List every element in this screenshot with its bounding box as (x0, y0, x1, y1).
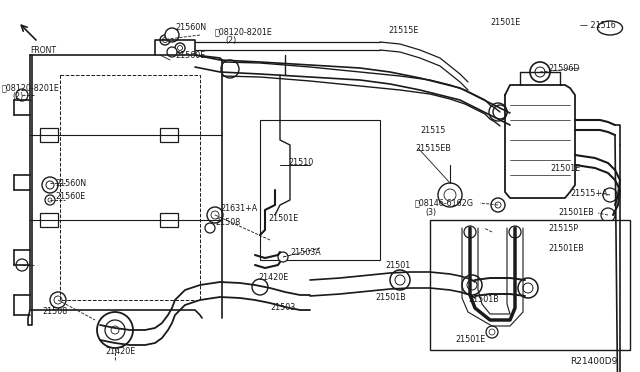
Bar (260, 120, 380, 260)
Text: — 21516: — 21516 (580, 20, 616, 29)
Circle shape (535, 67, 545, 77)
Text: 21560N: 21560N (175, 22, 206, 32)
Circle shape (601, 208, 615, 222)
Text: 21515+A: 21515+A (570, 189, 607, 198)
Circle shape (438, 183, 462, 207)
Text: 21508: 21508 (42, 308, 67, 317)
Text: 21560E: 21560E (55, 192, 85, 201)
Bar (40, 128, 58, 142)
Circle shape (491, 198, 505, 212)
Text: 21501E: 21501E (550, 164, 580, 173)
Circle shape (205, 223, 215, 233)
Text: FRONT: FRONT (30, 45, 56, 55)
Text: 21596D: 21596D (548, 64, 579, 73)
Circle shape (175, 43, 185, 53)
Text: Ⓑ08146-6162G: Ⓑ08146-6162G (415, 199, 474, 208)
Circle shape (523, 283, 533, 293)
Circle shape (489, 329, 495, 335)
Bar (430, 220, 630, 350)
Text: 21515E: 21515E (388, 26, 419, 35)
Circle shape (462, 275, 482, 295)
Text: Ⓑ08120-8201E: Ⓑ08120-8201E (2, 83, 60, 93)
Circle shape (495, 202, 501, 208)
Circle shape (97, 312, 133, 348)
Text: 21501E: 21501E (268, 214, 298, 222)
Circle shape (486, 326, 498, 338)
Text: 21501: 21501 (385, 260, 410, 269)
Text: 21515EB: 21515EB (415, 144, 451, 153)
Circle shape (111, 326, 119, 334)
Text: 21501EB: 21501EB (548, 244, 584, 253)
Text: Ⓑ08120-8201E: Ⓑ08120-8201E (215, 28, 273, 36)
Text: 21560E: 21560E (175, 51, 205, 60)
Text: 21420E: 21420E (258, 273, 288, 282)
Text: 21515: 21515 (420, 125, 445, 135)
Circle shape (160, 35, 170, 45)
Ellipse shape (598, 21, 623, 35)
Circle shape (42, 177, 58, 193)
Text: 21510: 21510 (288, 157, 313, 167)
Circle shape (444, 189, 456, 201)
Text: 21503A: 21503A (290, 247, 321, 257)
Circle shape (165, 28, 179, 42)
Circle shape (603, 188, 617, 202)
Circle shape (16, 259, 28, 271)
Circle shape (46, 181, 54, 189)
Circle shape (54, 296, 62, 304)
Bar (160, 128, 178, 142)
Circle shape (163, 38, 168, 42)
Text: 21631+A: 21631+A (220, 203, 257, 212)
Circle shape (211, 211, 219, 219)
Bar (160, 213, 178, 227)
Circle shape (518, 278, 538, 298)
Text: 21501E: 21501E (490, 17, 520, 26)
Text: (2): (2) (12, 92, 23, 100)
Text: (2): (2) (225, 35, 236, 45)
Text: 21420E: 21420E (105, 347, 135, 356)
Text: 21508: 21508 (215, 218, 240, 227)
Circle shape (530, 62, 550, 82)
Circle shape (390, 270, 410, 290)
Text: 21560N: 21560N (55, 179, 86, 187)
Circle shape (464, 226, 476, 238)
Text: 21515P: 21515P (548, 224, 578, 232)
Circle shape (105, 320, 125, 340)
Circle shape (207, 207, 223, 223)
Circle shape (221, 60, 239, 78)
Circle shape (45, 195, 55, 205)
Text: 21501B: 21501B (468, 295, 499, 305)
Circle shape (395, 275, 405, 285)
Circle shape (493, 105, 507, 119)
Text: R21400D9: R21400D9 (570, 357, 618, 366)
Circle shape (467, 280, 477, 290)
Text: (3): (3) (425, 208, 436, 217)
Text: 21503: 21503 (270, 304, 295, 312)
Circle shape (252, 279, 268, 295)
Text: 21501EB: 21501EB (558, 208, 594, 217)
Text: 21501B: 21501B (375, 294, 406, 302)
Circle shape (489, 103, 507, 121)
Circle shape (50, 292, 66, 308)
Circle shape (48, 198, 52, 202)
Bar (40, 213, 58, 227)
Circle shape (509, 226, 521, 238)
Circle shape (278, 252, 288, 262)
Text: 21501E: 21501E (455, 336, 485, 344)
Circle shape (167, 47, 177, 57)
Circle shape (16, 89, 28, 101)
Circle shape (177, 45, 182, 51)
